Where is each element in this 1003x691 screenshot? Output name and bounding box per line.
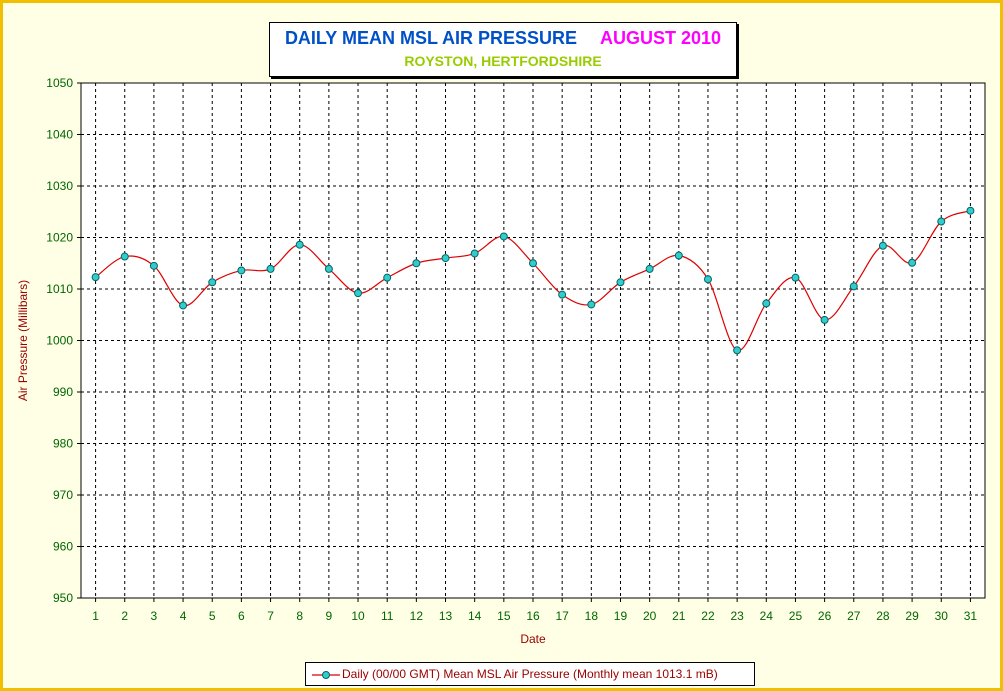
x-tick-label: 17 — [555, 609, 569, 623]
x-tick-label: 2 — [121, 609, 128, 623]
data-point — [820, 315, 829, 324]
x-axis-title: Date — [520, 632, 546, 646]
data-point — [324, 264, 333, 273]
data-point — [149, 261, 158, 270]
data-point — [733, 346, 742, 355]
x-tick-label: 11 — [381, 609, 394, 623]
x-tick-label: 16 — [526, 609, 540, 623]
x-tick-label: 7 — [267, 609, 274, 623]
y-tick-label: 970 — [53, 488, 73, 502]
x-tick-label: 15 — [497, 609, 511, 623]
x-tick-label: 25 — [789, 609, 803, 623]
x-tick-label: 12 — [410, 609, 424, 623]
y-tick-label: 1020 — [46, 231, 73, 245]
x-tick-label: 14 — [468, 609, 482, 623]
x-tick-label: 31 — [964, 609, 978, 623]
chart-title-month: AUGUST 2010 — [600, 28, 722, 48]
data-point — [762, 299, 771, 308]
data-point — [441, 254, 450, 263]
y-tick-label: 1050 — [46, 76, 73, 90]
x-tick-label: 28 — [876, 609, 890, 623]
y-tick-label: 1000 — [46, 334, 73, 348]
x-tick-label: 20 — [643, 609, 657, 623]
data-point — [558, 290, 567, 299]
y-tick-label: 1040 — [46, 128, 73, 142]
x-tick-label: 13 — [439, 609, 453, 623]
data-point — [499, 232, 508, 241]
data-point — [791, 273, 800, 282]
x-tick-label: 4 — [180, 609, 187, 623]
data-point — [412, 259, 421, 268]
x-tick-label: 8 — [296, 609, 303, 623]
data-point — [587, 300, 596, 309]
x-tick-label: 19 — [614, 609, 628, 623]
data-point — [237, 266, 246, 275]
y-axis-title: Air Pressure (Millibars) — [16, 280, 30, 401]
x-tick-label: 30 — [935, 609, 949, 623]
x-tick-label: 23 — [730, 609, 744, 623]
x-tick-label: 27 — [847, 609, 861, 623]
data-point — [966, 206, 975, 215]
x-tick-label: 18 — [585, 609, 599, 623]
data-point — [354, 289, 363, 298]
y-tick-label: 960 — [53, 540, 73, 554]
data-point — [91, 273, 100, 282]
legend-swatch — [312, 671, 340, 679]
data-point — [703, 275, 712, 284]
legend: Daily (00/00 GMT) Mean MSL Air Pressure … — [305, 662, 755, 686]
data-point — [120, 252, 129, 261]
data-point — [179, 301, 188, 310]
data-point — [529, 259, 537, 268]
data-point — [878, 241, 887, 250]
chart-plot: 9509609709809901000101010201030104010501… — [16, 76, 986, 646]
x-tick-label: 22 — [701, 609, 715, 623]
data-point — [295, 240, 304, 249]
y-tick-label: 950 — [53, 591, 73, 605]
data-point — [616, 278, 625, 287]
data-point — [208, 278, 217, 287]
x-tick-label: 3 — [151, 609, 158, 623]
data-point — [908, 258, 917, 267]
data-point — [645, 264, 654, 273]
x-tick-label: 9 — [326, 609, 333, 623]
y-tick-label: 1010 — [46, 282, 73, 296]
data-point — [674, 251, 683, 260]
x-tick-label: 5 — [209, 609, 216, 623]
data-point — [470, 249, 479, 258]
data-point — [937, 217, 946, 226]
x-tick-label: 24 — [760, 609, 774, 623]
y-tick-label: 980 — [53, 437, 73, 451]
chart-subtitle: ROYSTON, HERTFORDSHIRE — [404, 53, 602, 69]
y-tick-label: 1030 — [46, 179, 73, 193]
legend-label: Daily (00/00 GMT) Mean MSL Air Pressure … — [342, 667, 718, 681]
x-tick-label: 26 — [818, 609, 832, 623]
x-tick-label: 29 — [905, 609, 919, 623]
title-line: DAILY MEAN MSL AIR PRESSURE AUGUST 2010 — [270, 28, 736, 49]
data-point — [383, 273, 392, 282]
x-tick-label: 1 — [92, 609, 99, 623]
data-point — [849, 282, 858, 291]
chart-title: DAILY MEAN MSL AIR PRESSURE — [284, 28, 577, 48]
x-tick-label: 10 — [351, 609, 365, 623]
x-tick-label: 21 — [672, 609, 686, 623]
title-box: DAILY MEAN MSL AIR PRESSURE AUGUST 2010 … — [269, 22, 737, 77]
x-tick-label: 6 — [238, 609, 245, 623]
y-tick-label: 990 — [53, 385, 73, 399]
data-point — [266, 264, 275, 273]
